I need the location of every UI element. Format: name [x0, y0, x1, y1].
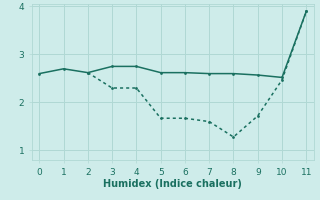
X-axis label: Humidex (Indice chaleur): Humidex (Indice chaleur): [103, 179, 242, 189]
